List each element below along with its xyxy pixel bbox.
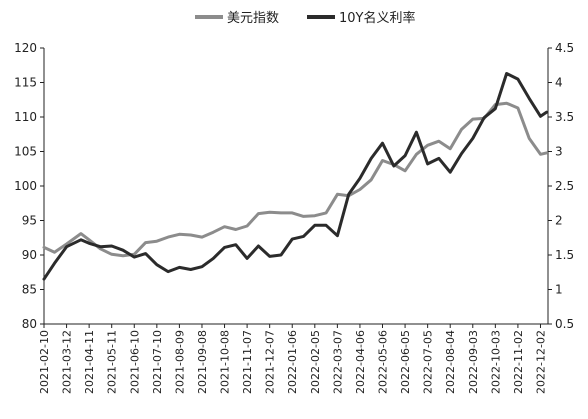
series-lines xyxy=(42,72,548,281)
x-tick-label: 2021-09-08 xyxy=(196,330,209,394)
right-y-tick-label: 2 xyxy=(555,214,563,228)
x-tick-label: 2022-05-06 xyxy=(377,330,390,394)
x-tick-label: 2021-12-07 xyxy=(264,330,277,394)
x-tick-label: 2022-12-02 xyxy=(534,330,547,394)
left-y-tick-label: 110 xyxy=(14,110,37,124)
series-line-0 xyxy=(42,101,548,258)
right-y-tick-label: 2.5 xyxy=(555,179,574,193)
x-tick-label: 2022-07-05 xyxy=(422,330,435,394)
left-y-tick-label: 90 xyxy=(22,248,37,262)
right-y-tick-label: 3 xyxy=(555,145,563,159)
x-tick-label: 2021-08-09 xyxy=(173,330,186,394)
x-tick-label: 2021-02-10 xyxy=(38,330,51,394)
left-y-tick-label: 95 xyxy=(22,214,37,228)
right-y-tick-label: 4 xyxy=(555,76,563,90)
axes: 80 85 90 95 100 105 110 115 120 0.5 1 1.5 2 2.5 3 3.5 4 4… xyxy=(14,41,574,394)
x-tick-label: 2021-04-11 xyxy=(83,330,96,394)
left-y-tick-label: 100 xyxy=(14,179,37,193)
x-tick-label: 2022-01-06 xyxy=(286,330,299,394)
x-tick-label: 2022-09-03 xyxy=(467,330,480,394)
x-tick-label: 2021-05-11 xyxy=(106,330,119,394)
legend-label-1: 10Y名义利率 xyxy=(339,10,415,26)
right-y-tick-label: 3.5 xyxy=(555,110,574,124)
right-y-tick-label: 1 xyxy=(555,283,563,297)
x-tick-label: 2022-04-06 xyxy=(354,330,367,394)
right-y-tick-label: 1.5 xyxy=(555,248,574,262)
x-tick-label: 2022-06-05 xyxy=(399,330,412,394)
left-y-tick-label: 105 xyxy=(14,145,37,159)
left-y-tick-label: 85 xyxy=(22,283,37,297)
right-y-tick-label: 4.5 xyxy=(555,41,574,55)
left-y-tick-label: 115 xyxy=(14,76,37,90)
x-tick-label: 2022-08-04 xyxy=(444,330,457,394)
right-y-tick-label: 0.5 xyxy=(555,317,574,331)
left-y-tick-label: 80 xyxy=(22,317,37,331)
series-line-1 xyxy=(42,72,548,281)
x-tick-label: 2022-10-03 xyxy=(489,330,502,394)
x-tick-label: 2021-11-07 xyxy=(241,330,254,394)
left-y-tick-label: 120 xyxy=(14,41,37,55)
x-tick-label: 2022-03-07 xyxy=(331,330,344,394)
x-tick-label: 2022-11-02 xyxy=(512,330,525,394)
x-tick-label: 2021-06-10 xyxy=(128,330,141,394)
x-tick-label: 2021-10-08 xyxy=(219,330,232,394)
legend-label-0: 美元指数 xyxy=(227,11,279,26)
legend: 美元指数 10Y名义利率 xyxy=(195,10,415,26)
x-tick-label: 2021-07-10 xyxy=(151,330,164,394)
x-tick-label: 2021-03-12 xyxy=(61,330,74,394)
x-tick-label: 2022-02-05 xyxy=(309,330,322,394)
